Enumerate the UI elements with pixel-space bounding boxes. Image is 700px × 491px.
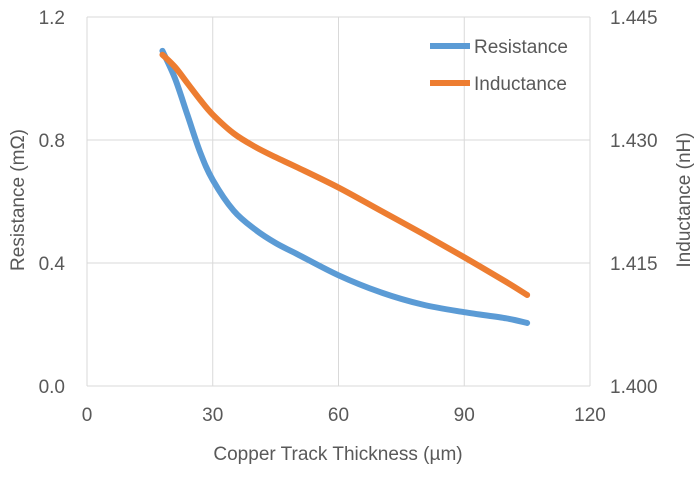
y2-tick-label: 1.445 — [610, 8, 658, 29]
legend-label-inductance: Inductance — [474, 74, 567, 95]
y-tick-label: 1.2 — [39, 8, 65, 29]
y-tick-label: 0.8 — [39, 131, 65, 152]
series-line-resistance — [159, 47, 531, 326]
y2-tick-label: 1.430 — [610, 131, 658, 152]
legend-label-resistance: Resistance — [474, 37, 568, 58]
y-tick-label: 0.0 — [39, 377, 65, 398]
x-tick-label: 30 — [202, 405, 223, 426]
x-tick-label: 60 — [328, 405, 349, 426]
y-tick-label: 0.4 — [39, 254, 66, 275]
x-tick-label: 120 — [574, 405, 606, 426]
series-line-inductance — [159, 51, 531, 298]
plot-area — [159, 47, 531, 326]
x-axis-title: Copper Track Thickness (µm) — [213, 444, 462, 465]
y2-tick-label: 1.415 — [610, 254, 658, 275]
x-tick-label: 0 — [82, 405, 93, 426]
y-axis-title: Resistance (mΩ) — [8, 129, 29, 271]
legend: Resistance Inductance — [430, 37, 568, 95]
y2-axis-title: Inductance (nH) — [674, 132, 695, 267]
tick-labels: 0 30 60 90 120 0.0 0.4 0.8 1.2 1.400 1.415 1.430 1.4… — [39, 8, 658, 426]
x-tick-label: 90 — [454, 405, 475, 426]
grid — [86, 16, 591, 387]
y2-tick-label: 1.400 — [610, 377, 658, 398]
